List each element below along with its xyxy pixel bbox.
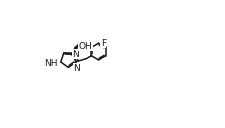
Text: OH: OH (79, 42, 92, 51)
Text: N: N (74, 64, 80, 73)
Text: F: F (101, 39, 106, 48)
Text: NH: NH (44, 59, 58, 68)
Text: N: N (72, 50, 79, 59)
